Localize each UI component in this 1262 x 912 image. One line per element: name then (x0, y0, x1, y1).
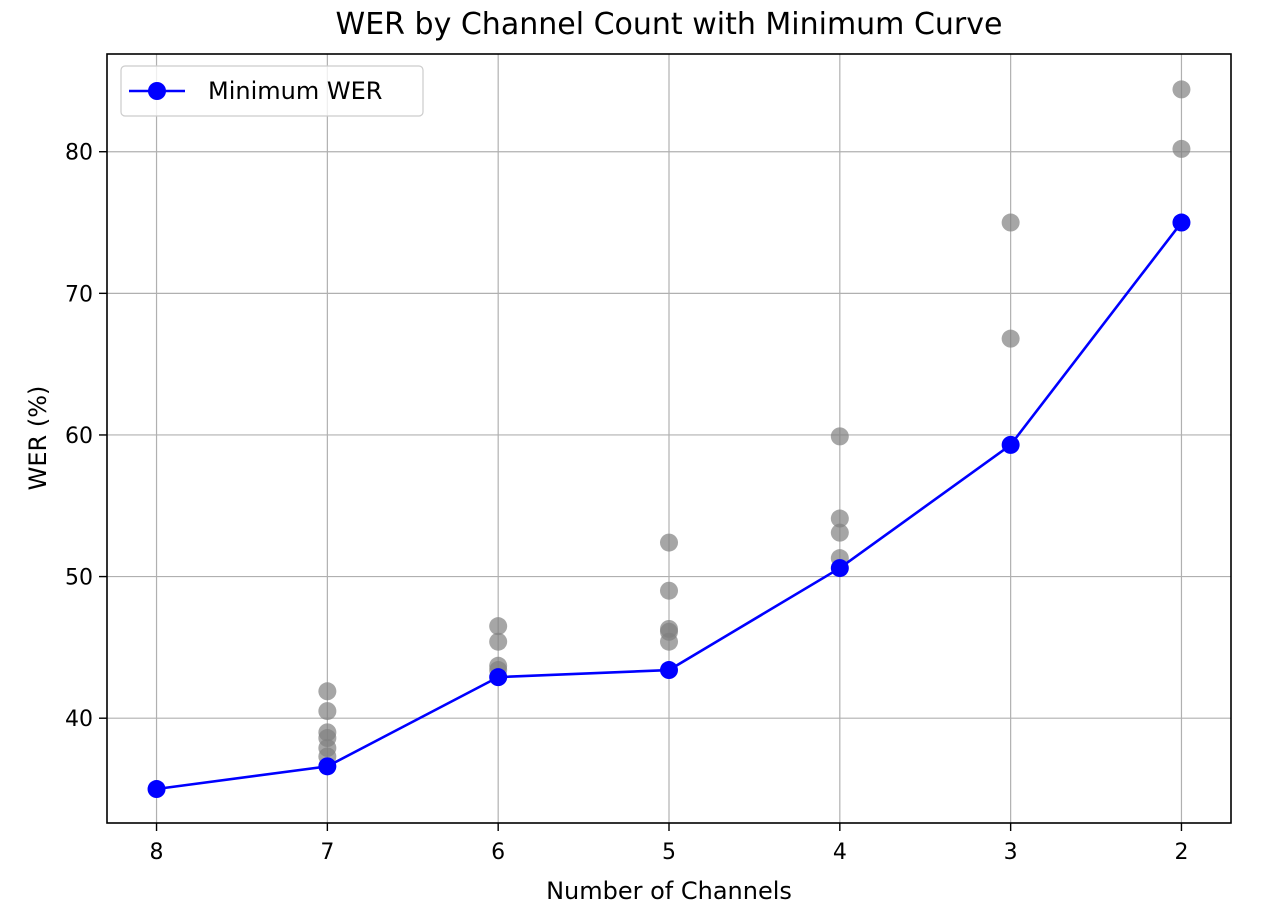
minimum-wer-point (489, 668, 508, 687)
scatter-point (318, 682, 337, 701)
legend-marker-swatch (148, 82, 166, 100)
y-axis-label: WER (%) (24, 386, 52, 491)
x-tick-label: 6 (491, 840, 505, 865)
x-tick-label: 7 (320, 840, 334, 865)
scatter-point (660, 581, 678, 600)
x-tick-label: 2 (1174, 840, 1188, 865)
minimum-wer-point (1001, 435, 1020, 454)
x-tick-label: 8 (150, 840, 164, 865)
y-tick-label: 50 (65, 566, 93, 591)
scatter-point (830, 427, 849, 446)
scatter-point (1172, 139, 1191, 158)
scatter-point (489, 632, 508, 651)
axis-ticks: 8 7 6 5 4 3 2 40 50 60 70 80 (65, 141, 1188, 865)
legend-label-minimum-wer: Minimum WER (208, 77, 382, 105)
chart-title: WER by Channel Count with Minimum Curve (336, 7, 1003, 42)
minimum-wer-point (147, 780, 166, 799)
minimum-wer-point (318, 757, 337, 776)
y-tick-label: 70 (65, 282, 93, 307)
legend-box (120, 65, 424, 117)
x-tick-label: 3 (1004, 840, 1018, 865)
y-tick-label: 60 (65, 424, 93, 449)
y-tick-label: 40 (65, 707, 93, 732)
x-tick-label: 4 (833, 840, 847, 865)
scatter-point (318, 702, 337, 721)
scatter-point (830, 523, 849, 542)
scatter-point (660, 533, 678, 552)
minimum-wer-point (1172, 213, 1191, 232)
scatter-point (489, 617, 508, 636)
x-tick-label: 5 (662, 840, 676, 865)
legend: Minimum WER (120, 65, 424, 117)
scatter-point (660, 632, 678, 651)
scatter-point (830, 509, 849, 528)
x-axis-label: Number of Channels (546, 877, 792, 905)
y-tick-label: 80 (65, 141, 93, 166)
minimum-curve (147, 213, 1191, 799)
scatter-point (1001, 329, 1020, 348)
minimum-wer-point (660, 661, 678, 680)
scatter-point (1172, 80, 1191, 99)
scatter-point (1001, 213, 1020, 232)
scatter-points (318, 80, 1191, 766)
minimum-wer-point (830, 559, 849, 578)
